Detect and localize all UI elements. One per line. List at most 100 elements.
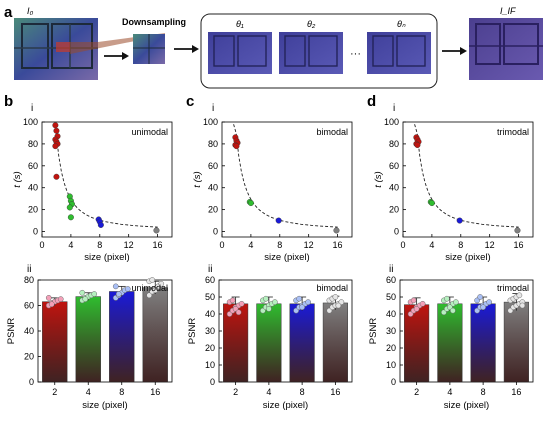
y-tick-label: 50: [205, 292, 215, 302]
bar: [322, 302, 348, 383]
row-i-d: i: [393, 103, 395, 114]
data-point: [45, 295, 52, 301]
y-tick-label: 20: [386, 343, 396, 353]
data-point: [66, 204, 73, 211]
data-point: [263, 295, 269, 302]
y-tick-label: 10: [386, 360, 396, 370]
data-point: [419, 300, 426, 307]
y-tick-label: 0: [394, 227, 399, 237]
data-point: [124, 286, 131, 292]
data-point: [296, 295, 302, 302]
data-point: [410, 297, 417, 304]
model-box: [200, 13, 438, 89]
data-point: [480, 304, 486, 311]
x-tick-label: 4: [447, 387, 452, 397]
data-point: [516, 292, 523, 299]
x-tick-label: 4: [248, 240, 253, 250]
data-point: [91, 291, 98, 297]
data-point: [67, 214, 74, 221]
data-point: [414, 141, 421, 148]
x-tick-label: 4: [86, 387, 91, 397]
data-point: [238, 300, 245, 307]
y-tick-label: 60: [24, 301, 34, 311]
y-tick-label: 60: [28, 161, 38, 171]
x-tick-label: 2: [233, 387, 238, 397]
x-axis-label: size (pixel): [264, 252, 309, 263]
fit-curve: [53, 124, 158, 228]
y-tick-label: 20: [208, 205, 218, 215]
panel-letter-a: a: [4, 4, 13, 21]
bar: [503, 301, 529, 383]
x-tick-label: 2: [414, 387, 419, 397]
theta-label-2: θ₂: [307, 19, 316, 29]
bar: [223, 303, 249, 383]
data-point: [428, 200, 435, 207]
y-tick-label: 0: [29, 377, 34, 387]
panel-letter-d: d: [367, 93, 376, 110]
x-tick-label: 12: [124, 240, 134, 250]
panel-letter-c: c: [186, 93, 194, 110]
data-point: [332, 294, 339, 300]
y-tick-label: 80: [24, 275, 34, 285]
y-tick-label: 100: [203, 117, 218, 127]
output-image: I_IF: [469, 6, 543, 80]
y-axis-label: t (s): [373, 171, 384, 187]
mode-annotation: unimodal: [131, 283, 168, 293]
y-tick-label: 20: [205, 343, 215, 353]
theta-label-n: θₙ: [397, 19, 406, 29]
plot-frame: [221, 121, 353, 238]
x-tick-label: 16: [511, 387, 521, 397]
data-point: [52, 122, 59, 129]
y-tick-label: 100: [384, 117, 399, 127]
x-tick-label: 12: [485, 240, 495, 250]
plot-frame: [402, 121, 534, 238]
x-tick-label: 2: [52, 387, 57, 397]
data-point: [48, 301, 55, 308]
y-tick-label: 20: [389, 205, 399, 215]
data-point: [97, 221, 104, 228]
x-tick-label: 8: [481, 387, 486, 397]
x-tick-label: 8: [277, 240, 282, 250]
y-tick-label: 30: [386, 326, 396, 336]
panel-letter-b: b: [4, 93, 13, 110]
y-tick-label: 80: [389, 139, 399, 149]
y-tick-label: 40: [24, 326, 34, 336]
y-tick-label: 0: [210, 377, 215, 387]
output-image-label: I_IF: [500, 6, 516, 16]
plot-frame: [41, 121, 173, 238]
y-axis-label: PSNR: [187, 318, 198, 345]
x-axis-label: size (pixel): [444, 400, 489, 411]
bar: [470, 303, 496, 383]
y-tick-label: 40: [28, 183, 38, 193]
data-point: [158, 280, 165, 287]
y-tick-label: 0: [391, 377, 396, 387]
chart-b-i: 0 4 8 12 16 0 20 40 60 80 100 size (pixel) t (s) unim…: [12, 117, 173, 263]
fit-curve: [414, 124, 519, 228]
mode-annotation: trimodal: [497, 283, 529, 293]
downsampling-label: Downsampling: [122, 17, 186, 27]
y-tick-label: 30: [205, 326, 215, 336]
bar: [109, 291, 135, 383]
y-tick-label: 40: [208, 183, 218, 193]
data-point: [486, 299, 492, 305]
y-tick-label: 0: [33, 227, 38, 237]
row-ii-b: ii: [27, 264, 31, 275]
y-tick-label: 10: [205, 360, 215, 370]
y-tick-label: 20: [24, 352, 34, 362]
x-tick-label: 8: [97, 240, 102, 250]
theta-image-n: θₙ: [367, 19, 431, 74]
x-axis-label: size (pixel): [445, 252, 490, 263]
data-point: [53, 127, 60, 134]
row-ii-d: ii: [389, 264, 393, 275]
mode-annotation: unimodal: [131, 127, 168, 137]
data-point: [53, 173, 60, 180]
data-point: [79, 289, 86, 296]
x-tick-label: 8: [458, 240, 463, 250]
y-tick-label: 40: [389, 183, 399, 193]
theta-label-1: θ₁: [236, 19, 244, 29]
x-axis-label: size (pixel): [82, 400, 127, 411]
bar: [289, 303, 315, 383]
data-point: [335, 302, 342, 309]
x-tick-label: 16: [330, 387, 340, 397]
bar: [404, 304, 430, 383]
